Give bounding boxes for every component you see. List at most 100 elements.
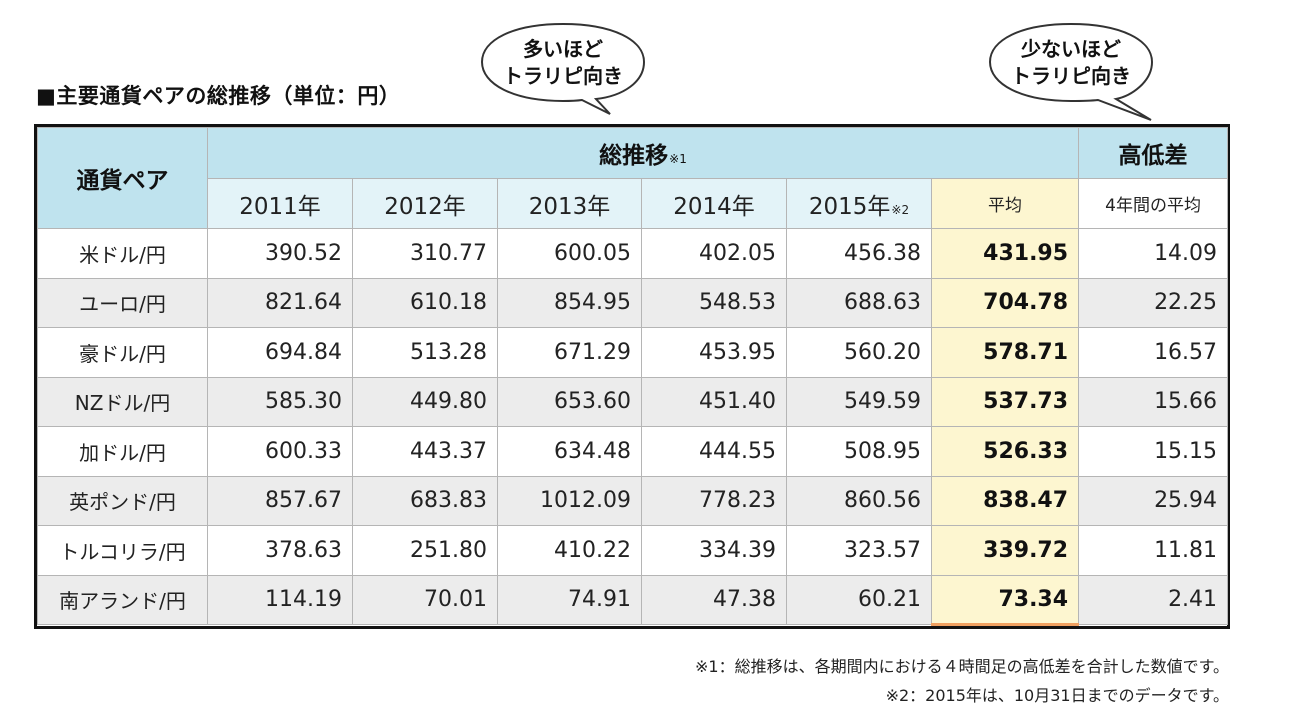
average-cell: 537.73 <box>930 376 1080 427</box>
header-year: 2014年 <box>641 178 787 229</box>
yearly-total-cell: 114.19 <box>207 574 353 625</box>
yearly-total-cell: 47.38 <box>641 574 787 625</box>
speech-bubble-text: 少ないほど トラリピ向き <box>986 36 1156 90</box>
average-cell: 578.71 <box>930 327 1080 378</box>
yearly-total-cell: 251.80 <box>352 525 498 576</box>
yearly-total-cell: 70.01 <box>352 574 498 625</box>
currency-table: 通貨ペア 総推移※1 高低差 2011年 2012年 2013年 2014年 2… <box>37 127 1229 626</box>
yearly-total-cell: 683.83 <box>352 475 498 526</box>
average-cell: 704.78 <box>930 277 1080 328</box>
header-average: 平均 <box>930 178 1080 229</box>
yearly-total-cell: 610.18 <box>352 277 498 328</box>
bubble-line: トラリピ向き <box>1011 64 1131 88</box>
average-cell: 431.95 <box>930 228 1080 279</box>
page-title: ■主要通貨ペアの総推移（単位：円） <box>36 84 401 108</box>
bubble-line: 多いほど <box>523 37 603 61</box>
currency-pair-cell: トルコリラ/円 <box>37 525 208 576</box>
currency-pair-cell: 米ドル/円 <box>37 228 208 279</box>
yearly-total-cell: 443.37 <box>352 426 498 477</box>
yearly-total-cell: 694.84 <box>207 327 353 378</box>
currency-pair-cell: 英ポンド/円 <box>37 475 208 526</box>
header-range-subtitle: 4年間の平均 <box>1078 178 1229 229</box>
table-row: 米ドル/円 390.52 310.77 600.05 402.05 456.38 431.9… <box>37 228 1229 279</box>
yearly-total-cell: 410.22 <box>497 525 642 576</box>
average-cell: 73.34 <box>930 574 1080 626</box>
table-row: NZドル/円 585.30 449.80 653.60 451.40 549.59 537.… <box>37 376 1229 427</box>
average-cell: 339.72 <box>930 525 1080 576</box>
range-average-cell: 25.94 <box>1078 475 1229 526</box>
table-row: 豪ドル/円 694.84 513.28 671.29 453.95 560.20 578.7… <box>37 327 1229 378</box>
header-currency-pair: 通貨ペア <box>37 127 208 229</box>
average-cell: 838.47 <box>930 475 1080 526</box>
yearly-total-cell: 334.39 <box>641 525 787 576</box>
currency-table-frame: 通貨ペア 総推移※1 高低差 2011年 2012年 2013年 2014年 2… <box>34 124 1230 629</box>
currency-pair-cell: ユーロ/円 <box>37 277 208 328</box>
yearly-total-cell: 548.53 <box>641 277 787 328</box>
yearly-total-cell: 74.91 <box>497 574 642 625</box>
yearly-total-cell: 560.20 <box>786 327 932 378</box>
table-row: 南アランド/円 114.19 70.01 74.91 47.38 60.21 73.34 2.… <box>37 574 1229 626</box>
yearly-total-cell: 857.67 <box>207 475 353 526</box>
yearly-total-cell: 688.63 <box>786 277 932 328</box>
yearly-total-cell: 600.33 <box>207 426 353 477</box>
yearly-total-cell: 449.80 <box>352 376 498 427</box>
yearly-total-cell: 860.56 <box>786 475 932 526</box>
yearly-total-cell: 508.95 <box>786 426 932 477</box>
bubble-line: 少ないほど <box>1021 37 1121 61</box>
table-row: 英ポンド/円 857.67 683.83 1012.09 778.23 860.56 838… <box>37 475 1229 526</box>
speech-bubble-shape <box>988 22 1154 121</box>
bubble-line: トラリピ向き <box>503 64 623 88</box>
header-year-label: 2015年 <box>808 193 891 220</box>
header-year: 2015年※2 <box>786 178 932 229</box>
yearly-total-cell: 390.52 <box>207 228 353 279</box>
yearly-total-cell: 653.60 <box>497 376 642 427</box>
footnotes: ※1：総推移は、各期間内における４時間足の高低差を合計した数値です。 ※2：20… <box>695 652 1229 710</box>
speech-bubble-less: 少ないほど トラリピ向き <box>986 22 1156 121</box>
header-year: 2013年 <box>497 178 642 229</box>
currency-pair-cell: NZドル/円 <box>37 376 208 427</box>
range-average-cell: 15.66 <box>1078 376 1229 427</box>
yearly-total-cell: 402.05 <box>641 228 787 279</box>
table-row: 加ドル/円 600.33 443.37 634.48 444.55 508.95 526.3… <box>37 426 1229 477</box>
yearly-total-cell: 549.59 <box>786 376 932 427</box>
header-year: 2012年 <box>352 178 498 229</box>
currency-pair-cell: 豪ドル/円 <box>37 327 208 378</box>
header-total-note: ※1 <box>669 152 687 166</box>
currency-pair-cell: 南アランド/円 <box>37 574 208 625</box>
header-year-note: ※2 <box>891 202 910 217</box>
speech-bubble-more: 多いほど トラリピ向き <box>478 22 648 115</box>
speech-bubble-text: 多いほど トラリピ向き <box>478 36 648 90</box>
yearly-total-cell: 451.40 <box>641 376 787 427</box>
header-year: 2011年 <box>207 178 353 229</box>
yearly-total-cell: 453.95 <box>641 327 787 378</box>
yearly-total-cell: 821.64 <box>207 277 353 328</box>
currency-pair-cell: 加ドル/円 <box>37 426 208 477</box>
footnote: ※1：総推移は、各期間内における４時間足の高低差を合計した数値です。 <box>695 657 1229 676</box>
average-cell: 526.33 <box>930 426 1080 477</box>
range-average-cell: 22.25 <box>1078 277 1229 328</box>
footnote: ※2：2015年は、10月31日までのデータです。 <box>885 686 1229 705</box>
yearly-total-cell: 778.23 <box>641 475 787 526</box>
yearly-total-cell: 310.77 <box>352 228 498 279</box>
yearly-total-cell: 1012.09 <box>497 475 642 526</box>
range-average-cell: 2.41 <box>1078 574 1229 625</box>
range-average-cell: 16.57 <box>1078 327 1229 378</box>
table-row: ユーロ/円 821.64 610.18 854.95 548.53 688.63 704.7… <box>37 277 1229 328</box>
speech-bubble-shape <box>480 22 646 115</box>
range-average-cell: 14.09 <box>1078 228 1229 279</box>
yearly-total-cell: 444.55 <box>641 426 787 477</box>
yearly-total-cell: 600.05 <box>497 228 642 279</box>
table-row: トルコリラ/円 378.63 251.80 410.22 334.39 323.57 339… <box>37 525 1229 576</box>
yearly-total-cell: 854.95 <box>497 277 642 328</box>
yearly-total-cell: 513.28 <box>352 327 498 378</box>
yearly-total-cell: 585.30 <box>207 376 353 427</box>
yearly-total-cell: 634.48 <box>497 426 642 477</box>
yearly-total-cell: 378.63 <box>207 525 353 576</box>
yearly-total-cell: 456.38 <box>786 228 932 279</box>
header-total-movement: 総推移※1 <box>206 127 1080 179</box>
yearly-total-cell: 323.57 <box>786 525 932 576</box>
header-total-label: 総推移 <box>599 143 669 169</box>
yearly-total-cell: 60.21 <box>786 574 932 625</box>
range-average-cell: 11.81 <box>1078 525 1229 576</box>
header-high-low-range: 高低差 <box>1078 127 1229 179</box>
